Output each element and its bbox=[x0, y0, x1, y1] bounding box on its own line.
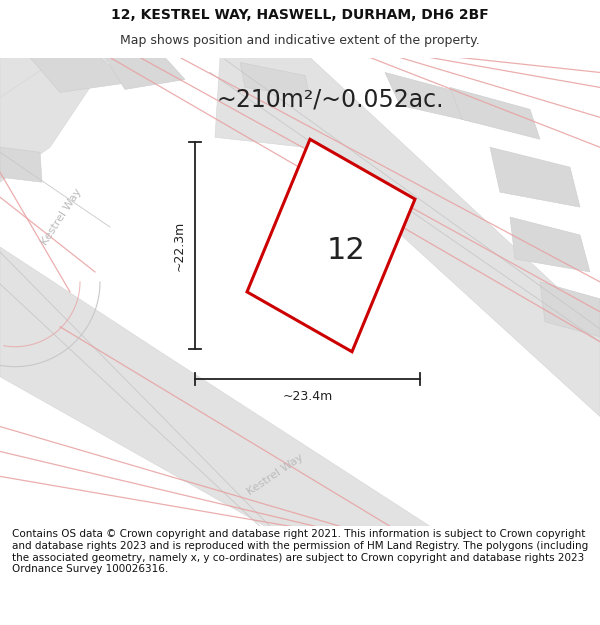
Polygon shape bbox=[240, 62, 310, 98]
Polygon shape bbox=[0, 148, 42, 182]
Text: 12: 12 bbox=[326, 236, 365, 265]
Polygon shape bbox=[0, 58, 55, 127]
Polygon shape bbox=[105, 58, 185, 89]
Text: 12, KESTREL WAY, HASWELL, DURHAM, DH6 2BF: 12, KESTREL WAY, HASWELL, DURHAM, DH6 2B… bbox=[111, 8, 489, 22]
Text: Contains OS data © Crown copyright and database right 2021. This information is : Contains OS data © Crown copyright and d… bbox=[12, 529, 588, 574]
Polygon shape bbox=[510, 217, 590, 272]
Text: Kestrel Way: Kestrel Way bbox=[245, 452, 305, 497]
Text: ~22.3m: ~22.3m bbox=[173, 221, 185, 271]
Text: ~210m²/~0.052ac.: ~210m²/~0.052ac. bbox=[216, 88, 444, 111]
Text: ~23.4m: ~23.4m bbox=[283, 390, 332, 403]
Polygon shape bbox=[30, 58, 130, 92]
Polygon shape bbox=[0, 247, 430, 526]
Text: Kestrel Way: Kestrel Way bbox=[40, 187, 84, 248]
Polygon shape bbox=[490, 148, 580, 207]
Polygon shape bbox=[540, 282, 600, 337]
Polygon shape bbox=[215, 58, 600, 416]
Polygon shape bbox=[385, 72, 475, 122]
Text: Map shows position and indicative extent of the property.: Map shows position and indicative extent… bbox=[120, 34, 480, 48]
Polygon shape bbox=[450, 88, 540, 139]
Polygon shape bbox=[0, 58, 110, 182]
Polygon shape bbox=[247, 139, 415, 352]
